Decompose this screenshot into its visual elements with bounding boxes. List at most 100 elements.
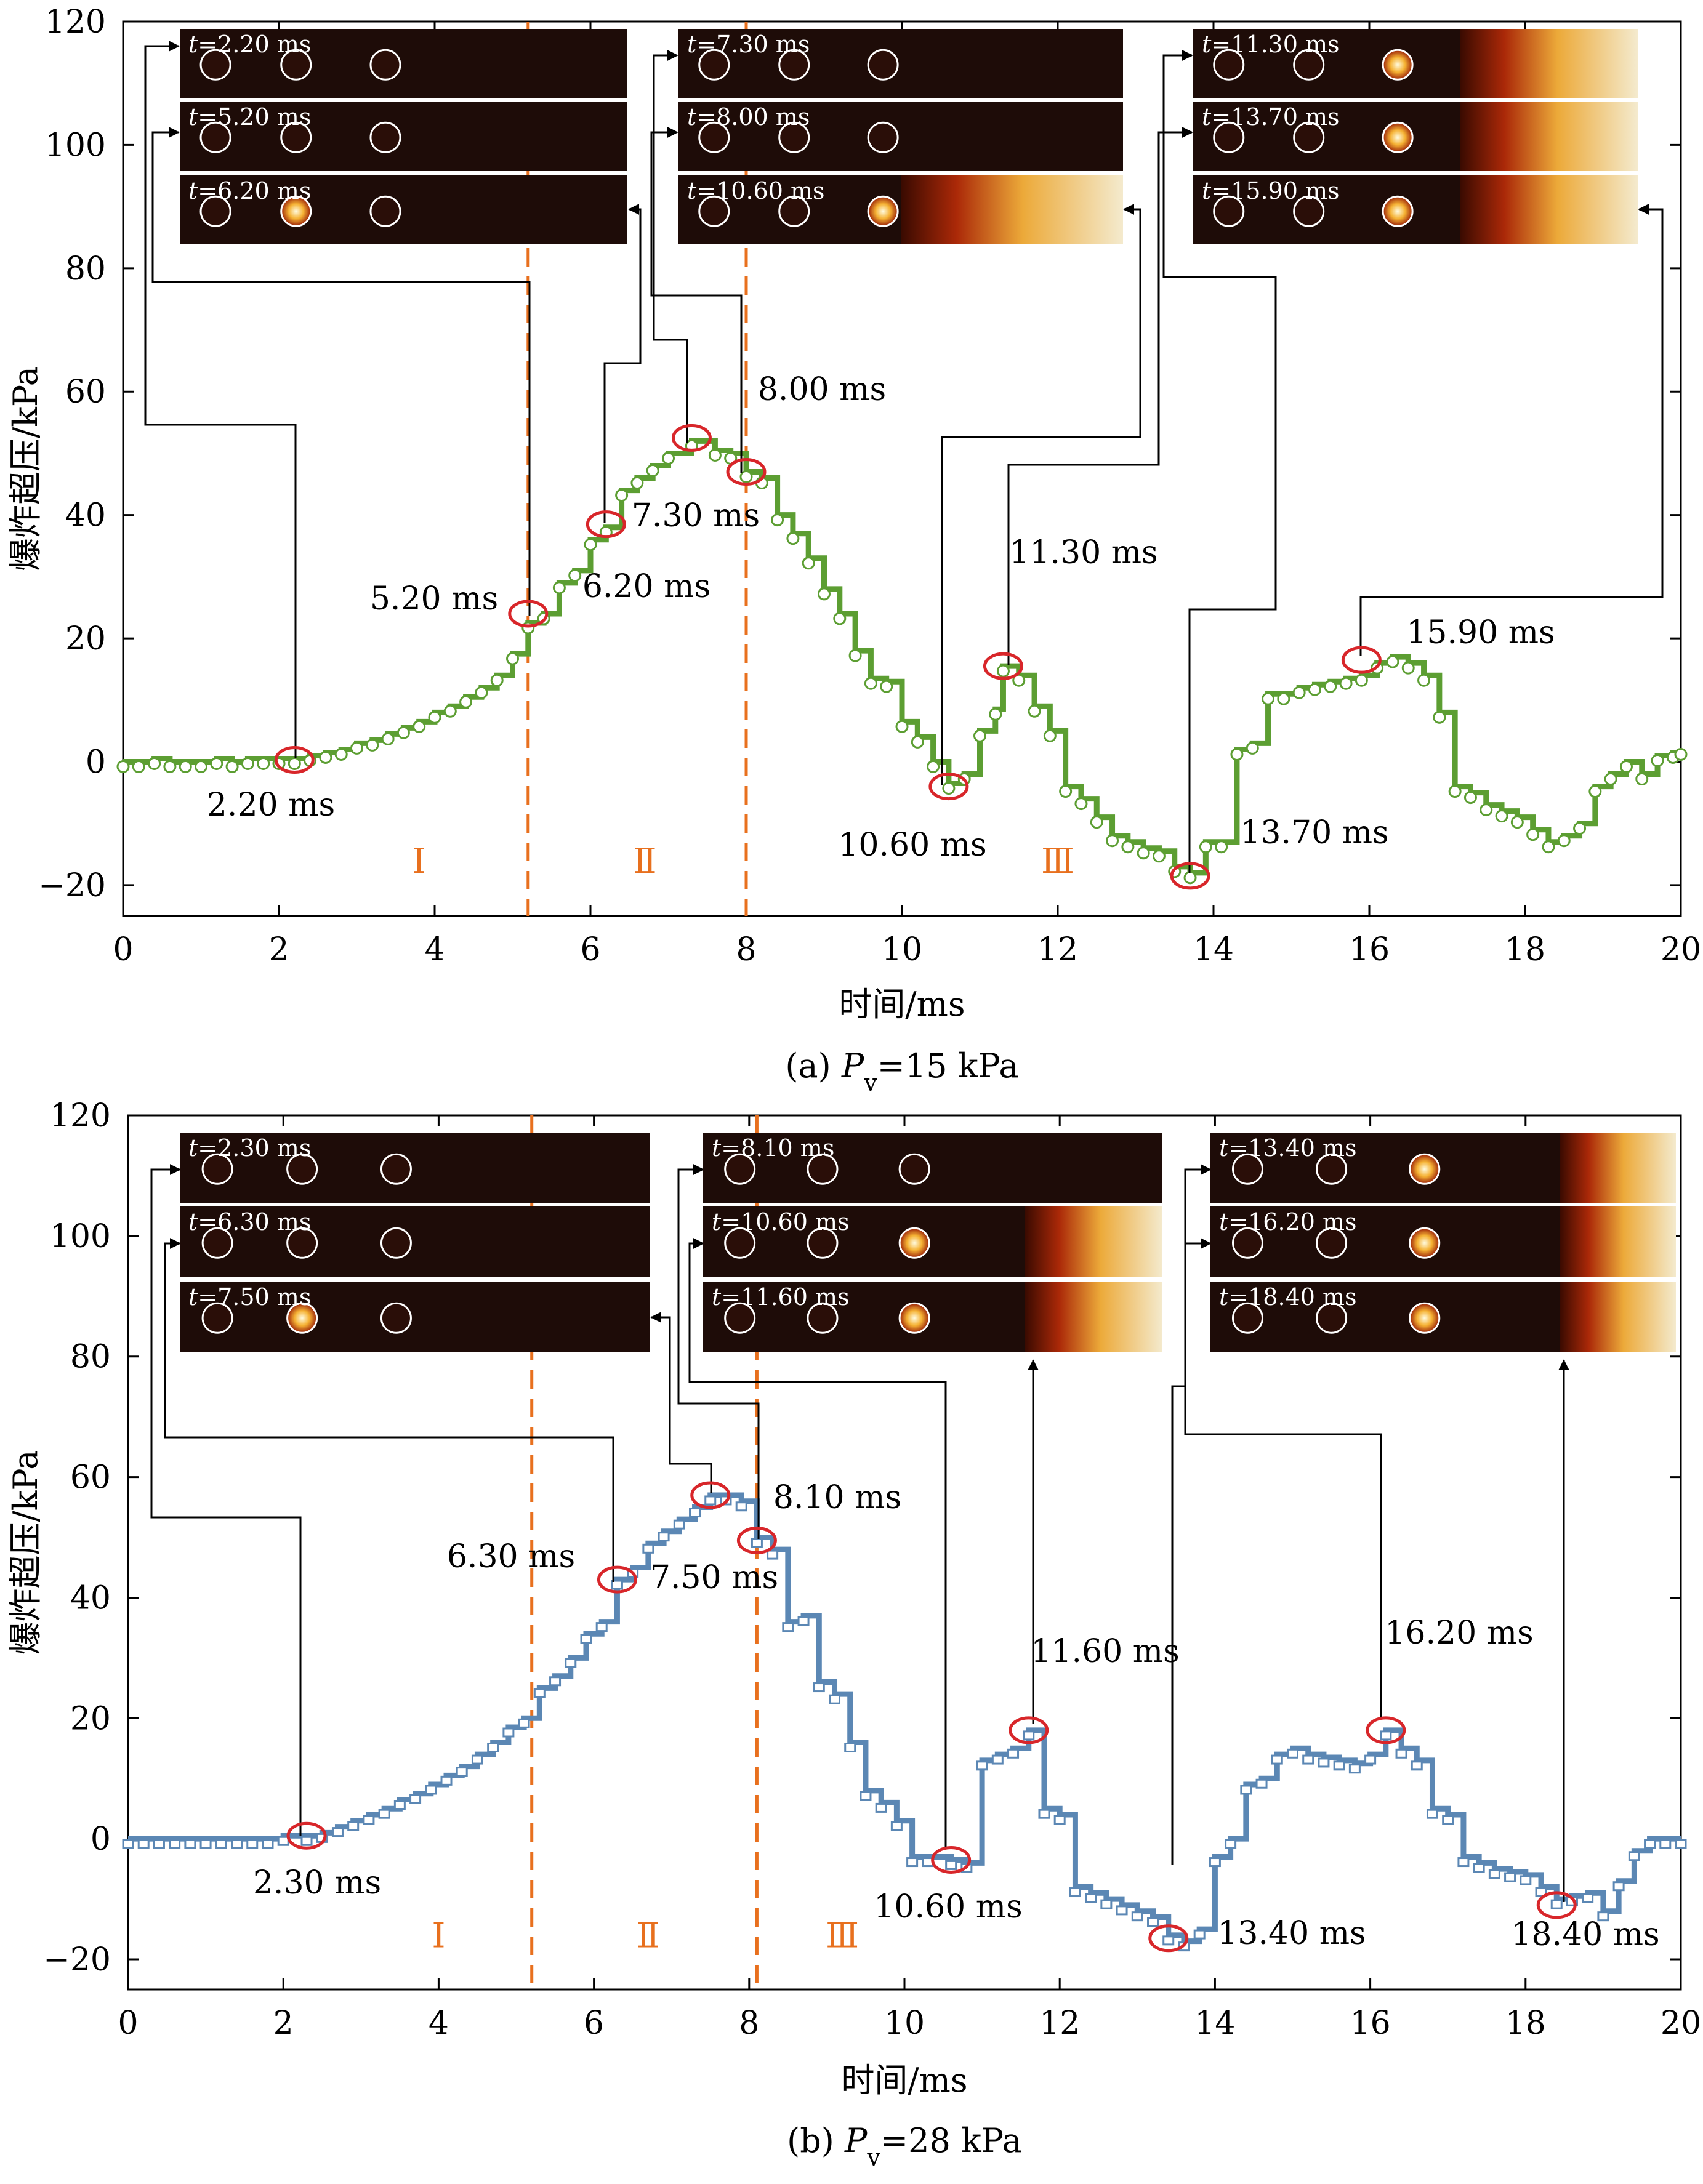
data-point — [1122, 841, 1133, 853]
data-point — [1029, 705, 1040, 717]
viewing-port — [1383, 196, 1412, 226]
flame-frame: t=2.20 ms — [180, 29, 627, 98]
x-tick-label: 2 — [268, 931, 289, 968]
data-point — [1086, 1894, 1096, 1902]
x-tick-label: 16 — [1350, 2005, 1391, 2042]
data-point — [382, 733, 393, 744]
data-point — [1210, 1858, 1220, 1866]
data-point — [1558, 835, 1569, 846]
data-point — [414, 721, 425, 732]
data-point — [643, 1544, 653, 1552]
viewing-port — [868, 196, 898, 226]
viewing-port — [900, 1303, 929, 1333]
data-point — [476, 687, 487, 698]
flame-frame: t=13.40 ms — [1210, 1133, 1676, 1203]
data-point — [1231, 749, 1242, 760]
frame-time-value: =18.40 ms — [1228, 1283, 1356, 1311]
data-point — [908, 1858, 917, 1866]
frame-time-label: t=8.10 ms — [712, 1134, 834, 1162]
x-tick-label: 10 — [882, 931, 922, 968]
phase-label: Ⅰ — [413, 841, 426, 881]
data-point — [348, 1822, 358, 1830]
frame-time-value: =11.60 ms — [721, 1283, 849, 1311]
data-point — [1403, 662, 1414, 673]
flame-frame: t=15.90 ms — [1193, 175, 1638, 244]
data-point — [1101, 1900, 1111, 1908]
data-point — [612, 1581, 622, 1589]
data-point — [783, 1623, 793, 1631]
frame-time-label: t=15.90 ms — [1202, 177, 1340, 204]
data-point — [912, 736, 923, 747]
caption-variable: P — [841, 1046, 865, 1085]
series-line — [123, 441, 1681, 872]
data-point — [1620, 761, 1632, 772]
x-axis-label: 时间/ms — [839, 985, 965, 1024]
data-point — [550, 1677, 560, 1685]
data-point — [1637, 774, 1648, 785]
frame-time-value: =8.10 ms — [721, 1134, 834, 1162]
time-annotation: 18.40 ms — [1511, 1916, 1659, 1953]
data-point — [379, 1810, 389, 1818]
y-tick-label: 20 — [70, 1700, 111, 1737]
data-point — [332, 1828, 342, 1836]
frame-time-label: t=13.70 ms — [1202, 103, 1340, 130]
data-point — [170, 1840, 180, 1848]
data-point — [457, 1768, 467, 1776]
data-point — [519, 1719, 529, 1727]
data-point — [1039, 1810, 1049, 1818]
data-point — [845, 1743, 855, 1751]
frame-time-value: =8.00 ms — [696, 103, 810, 130]
data-point — [154, 1840, 164, 1848]
data-point — [865, 678, 876, 689]
data-point — [429, 712, 440, 723]
data-point — [149, 758, 160, 769]
time-annotation: 10.60 ms — [874, 1889, 1022, 1925]
time-annotation: 6.30 ms — [447, 1538, 575, 1575]
x-tick-label: 4 — [429, 2005, 449, 2042]
data-point — [1340, 678, 1351, 689]
data-point — [1148, 1918, 1158, 1926]
data-point — [709, 449, 720, 460]
data-point — [741, 472, 752, 483]
x-tick-label: 20 — [1661, 2005, 1701, 2042]
frame-time-value: =6.20 ms — [198, 177, 311, 204]
viewing-port — [381, 1228, 411, 1258]
phase-label: Ⅲ — [1041, 841, 1074, 881]
data-point — [1138, 848, 1149, 859]
data-point — [566, 1659, 576, 1667]
data-point — [752, 1539, 762, 1547]
data-point — [248, 1840, 257, 1848]
data-point — [814, 1684, 824, 1692]
figure-caption: (a) Pv=15 kPa — [785, 1046, 1018, 1096]
viewing-port — [381, 1303, 411, 1333]
data-point — [647, 465, 658, 476]
data-point — [364, 1816, 374, 1824]
x-tick-label: 6 — [584, 2005, 604, 2042]
data-point — [289, 758, 300, 769]
data-point — [1459, 1858, 1468, 1866]
data-point — [1387, 656, 1398, 667]
data-point — [992, 1756, 1002, 1764]
viewing-port — [381, 1154, 411, 1184]
data-point — [1496, 811, 1507, 822]
x-tick-label: 0 — [113, 931, 133, 968]
data-point — [1474, 1864, 1484, 1872]
data-point — [1512, 817, 1523, 828]
data-point — [861, 1792, 871, 1800]
data-point — [123, 1840, 133, 1848]
data-point — [819, 588, 830, 600]
data-point — [139, 1840, 148, 1848]
data-point — [876, 1804, 886, 1812]
frame-time-var: t — [188, 1208, 198, 1235]
connector-arrow — [1361, 209, 1662, 656]
flame-region — [901, 175, 1123, 244]
viewing-port — [1410, 1154, 1439, 1184]
y-axis-label: 爆炸超压/kPa — [6, 1450, 45, 1655]
flame-frame: t=13.70 ms — [1193, 102, 1638, 171]
data-point — [1319, 1759, 1329, 1767]
connector-arrow — [651, 1317, 711, 1493]
data-point — [1278, 693, 1289, 704]
flame-frame: t=8.10 ms — [703, 1133, 1162, 1203]
frame-time-label: t=10.60 ms — [687, 177, 825, 204]
data-point — [975, 730, 986, 741]
